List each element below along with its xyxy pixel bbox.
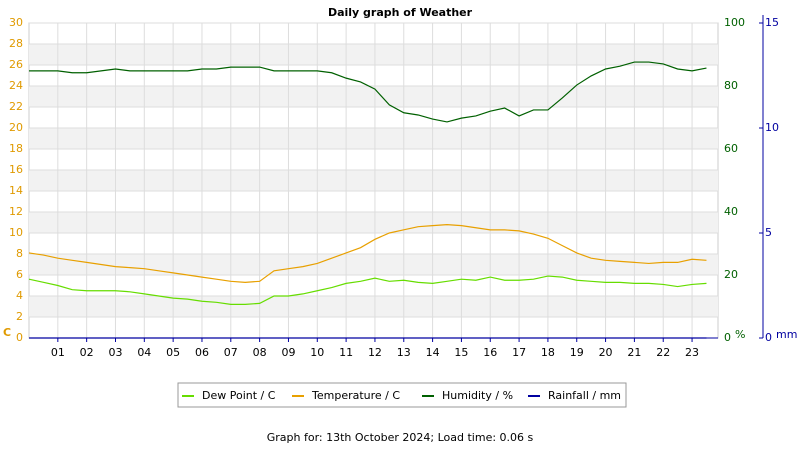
- x-tick-label: 04: [137, 346, 151, 359]
- grid-band: [29, 254, 718, 275]
- y-tick-label: 16: [9, 163, 23, 176]
- legend-label: Humidity / %: [442, 389, 513, 402]
- series-line: [29, 61, 707, 123]
- x-tick-label: 23: [685, 346, 699, 359]
- y-axis-label: C: [3, 326, 11, 339]
- x-tick-label: 21: [627, 346, 641, 359]
- grid-band: [29, 44, 718, 65]
- y-tick-label: 18: [9, 142, 23, 155]
- x-tick-label: 17: [512, 346, 526, 359]
- chart-title: Daily graph of Weather: [328, 6, 473, 19]
- y2-axis-label: %: [735, 328, 745, 341]
- grid-band: [29, 170, 718, 191]
- grid-band: [29, 86, 718, 107]
- y-tick-label: 4: [16, 289, 23, 302]
- legend-box: [177, 382, 627, 408]
- x-tick-label: 19: [570, 346, 584, 359]
- x-tick-label: 15: [454, 346, 468, 359]
- y-tick-label: 14: [9, 184, 23, 197]
- y-tick-label: 2: [16, 310, 23, 323]
- y2-tick-label: 0: [724, 331, 731, 344]
- legend-label: Dew Point / C: [202, 389, 276, 402]
- y-tick-label: 12: [9, 205, 23, 218]
- y-tick-label: 22: [9, 100, 23, 113]
- y3-tick-label: 0: [765, 331, 772, 344]
- x-tick-label: 06: [195, 346, 209, 359]
- y2-tick-label: 100: [724, 16, 745, 29]
- y3-axis-label: mm: [776, 328, 797, 341]
- plot-background: [28, 22, 719, 342]
- x-tick-label: 01: [51, 346, 65, 359]
- x-tick-label: 13: [397, 346, 411, 359]
- x-tick-label: 08: [253, 346, 267, 359]
- x-tick-label: 12: [368, 346, 382, 359]
- x-tick-label: 02: [80, 346, 94, 359]
- y3-tick-label: 10: [765, 121, 779, 134]
- series-line: [28, 275, 707, 305]
- legend-label: Temperature / C: [311, 389, 400, 402]
- y-tick-label: 30: [9, 16, 23, 29]
- y-tick-label: 24: [9, 79, 23, 92]
- y-tick-label: 8: [16, 247, 23, 260]
- y-tick-label: 0: [16, 331, 23, 344]
- grid-band: [29, 296, 718, 317]
- x-tick-label: 22: [656, 346, 670, 359]
- footer: Graph for: 13th October 2024; Load time:…: [267, 431, 534, 444]
- x-tick-label: 05: [166, 346, 180, 359]
- y2-tick-label: 60: [724, 142, 738, 155]
- x-tick-label: 07: [224, 346, 238, 359]
- y3-tick-label: 5: [765, 226, 772, 239]
- y-tick-label: 10: [9, 226, 23, 239]
- legend-label: Rainfall / mm: [548, 389, 621, 402]
- x-tick-label: 03: [108, 346, 122, 359]
- grid-band: [29, 128, 718, 149]
- x-tick-label: 14: [426, 346, 440, 359]
- grid-band: [29, 212, 718, 233]
- x-tick-label: 20: [599, 346, 613, 359]
- y3-tick-label: 15: [765, 16, 779, 29]
- y-tick-label: 28: [9, 37, 23, 50]
- x-tick-label: 10: [310, 346, 324, 359]
- x-tick-label: 09: [281, 346, 295, 359]
- x-tick-label: 11: [339, 346, 353, 359]
- y2-tick-label: 80: [724, 79, 738, 92]
- series-line: [28, 223, 707, 283]
- x-tick-label: 16: [483, 346, 497, 359]
- y2-tick-label: 20: [724, 268, 738, 281]
- y-tick-label: 20: [9, 121, 23, 134]
- y-tick-label: 26: [9, 58, 23, 71]
- y-tick-label: 6: [16, 268, 23, 281]
- x-tick-label: 18: [541, 346, 555, 359]
- y2-tick-label: 40: [724, 205, 738, 218]
